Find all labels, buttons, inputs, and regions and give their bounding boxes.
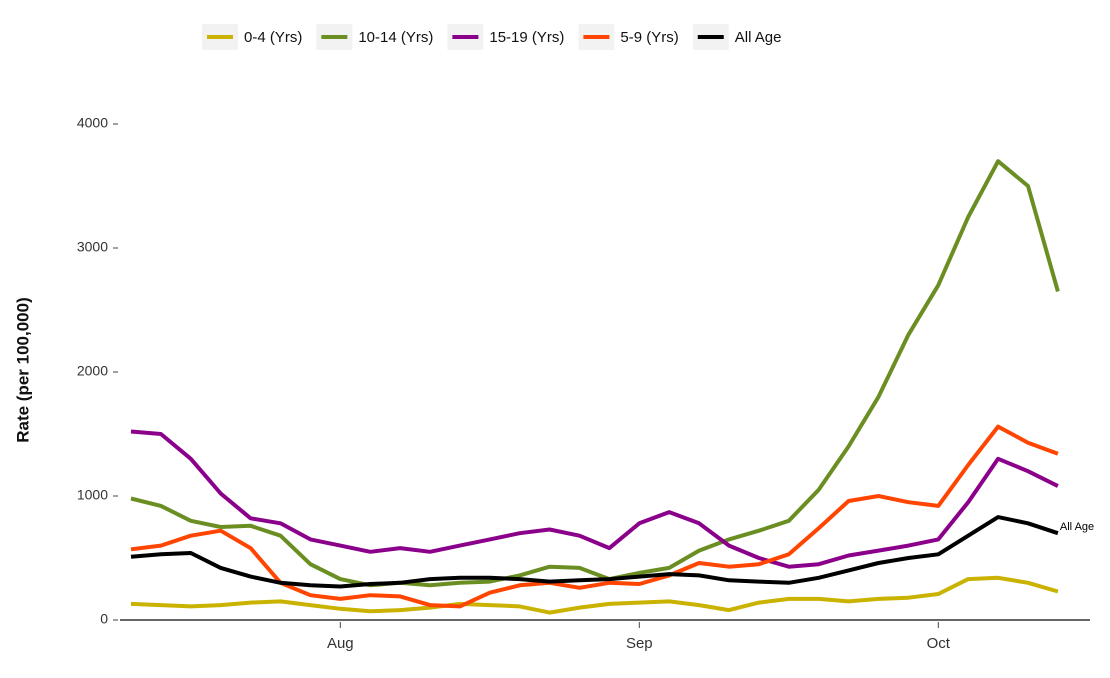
legend-label: 15-19 (Yrs) xyxy=(489,29,564,46)
series-line xyxy=(130,159,1060,588)
y-axis-title: Rate (per 100,000) xyxy=(13,297,32,443)
legend-label: 10-14 (Yrs) xyxy=(358,29,433,46)
annotation: All Age xyxy=(1060,521,1094,533)
y-tick-label: 3000 xyxy=(77,239,108,255)
y-tick-label: 0 xyxy=(100,611,108,627)
legend-label: 0-4 (Yrs) xyxy=(244,29,302,46)
series-line xyxy=(130,429,1059,569)
legend-label: 5-9 (Yrs) xyxy=(620,29,678,46)
x-tick-label: Aug xyxy=(327,635,354,652)
y-tick-label: 4000 xyxy=(77,115,108,131)
y-tick-label: 1000 xyxy=(77,487,108,503)
x-tick-label: Sep xyxy=(626,635,653,652)
x-tick-label: Oct xyxy=(927,635,951,652)
series-line xyxy=(130,575,1059,615)
y-tick-label: 2000 xyxy=(77,363,108,379)
series-line xyxy=(130,515,1059,589)
legend-label: All Age xyxy=(735,29,782,46)
